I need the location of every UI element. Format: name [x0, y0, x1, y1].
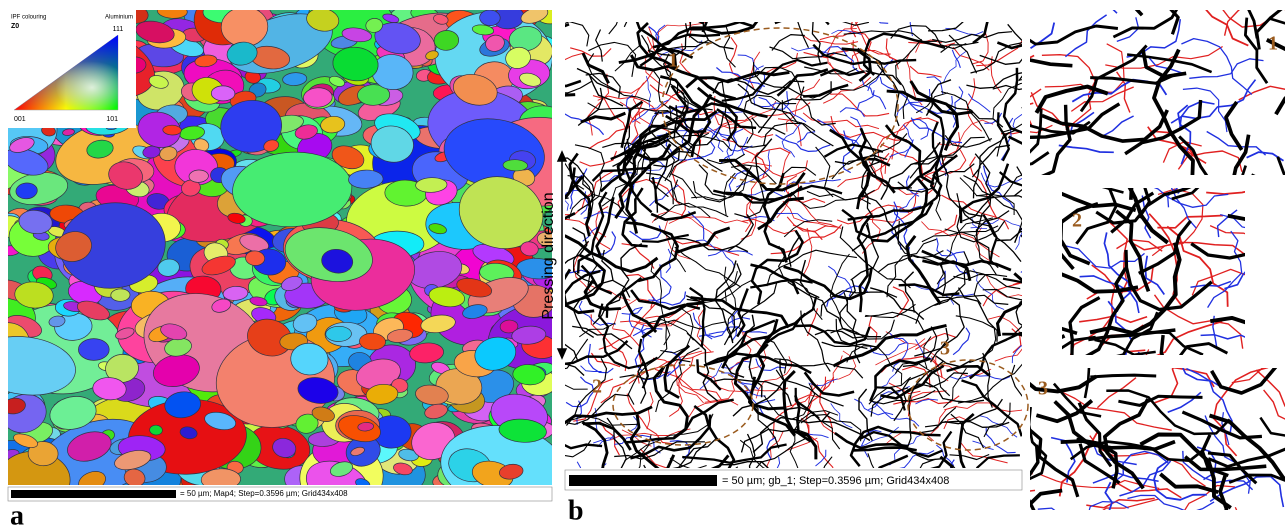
ipf-legend: IPF colouring Aluminium Z0 111 001 101 [8, 10, 136, 128]
grain-boundary [636, 0, 703, 23]
arrow-head [558, 349, 566, 358]
grain [479, 10, 500, 26]
scale-bar [11, 490, 176, 498]
map-bg [1062, 188, 1245, 355]
grain [326, 326, 352, 342]
region-label: 3 [940, 338, 950, 360]
grain [163, 125, 182, 135]
grain [111, 289, 131, 302]
region-label: 2 [592, 376, 602, 398]
grain [78, 339, 109, 361]
inset-label: 3 [1038, 378, 1048, 400]
region-label: 1 [668, 50, 678, 72]
panel-label: b [568, 495, 584, 526]
inset-label: 2 [1072, 210, 1082, 232]
panel-label: a [10, 500, 24, 528]
grain-boundary [1015, 179, 1066, 242]
page: {"panel_a": {"label": "a", "legend": {"t… [0, 0, 1288, 528]
grain-boundary [1212, 507, 1241, 528]
grain-boundary [835, 0, 869, 25]
grain-boundary [1038, 508, 1071, 524]
corner-label: 111 [113, 26, 124, 33]
boundary-map [492, 0, 1113, 525]
scale-text: = 50 µm; Map4; Step=0.3596 µm; Grid434x4… [180, 489, 348, 498]
direction-arrow [558, 152, 566, 358]
grain [211, 86, 235, 101]
grain-boundary [861, 14, 888, 24]
scale-text: = 50 µm; gb_1; Step=0.3596 µm; Grid434x4… [722, 475, 949, 487]
inset-label: 1 [1268, 33, 1278, 55]
axis-label: Pressing direction [540, 192, 557, 319]
figure: IPF colouring Aluminium Z0 111 001 101 =… [0, 0, 1288, 528]
corner-label: 001 [14, 116, 26, 123]
legend-axis: Z0 [11, 23, 19, 30]
legend-title: IPF colouring [11, 15, 46, 21]
corner-label: 101 [106, 116, 118, 123]
grain-boundary [1090, 375, 1156, 377]
legend-material: Aluminium [105, 15, 133, 21]
scale-bar [569, 475, 717, 486]
grain-boundary [1021, 265, 1050, 272]
arrow-head [558, 152, 566, 161]
